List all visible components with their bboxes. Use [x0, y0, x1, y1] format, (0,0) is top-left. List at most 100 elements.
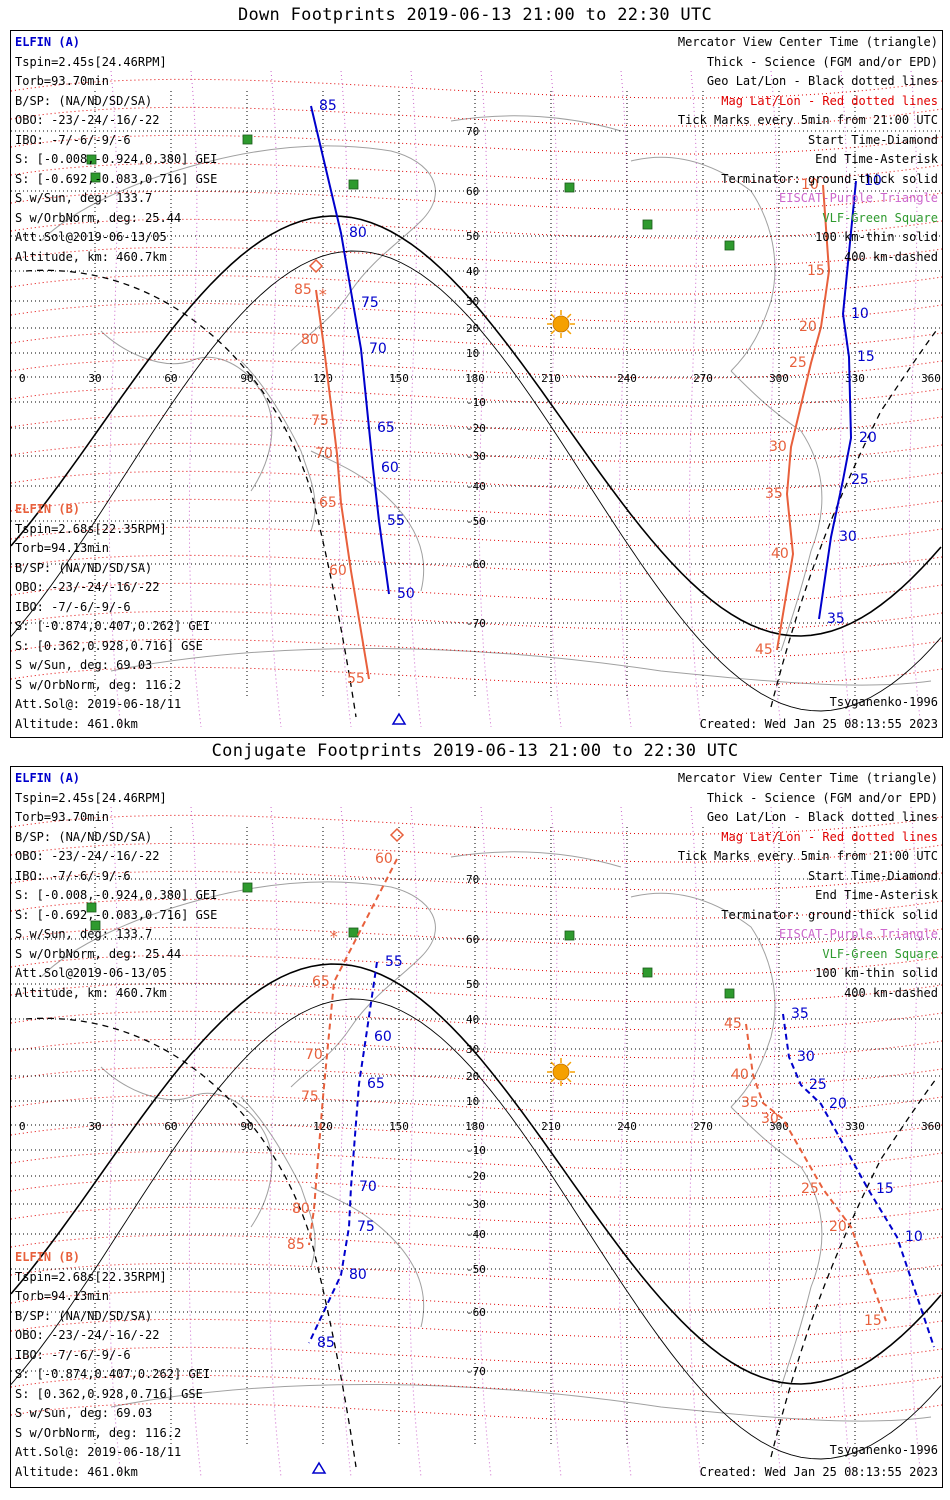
tick-label: 30 — [839, 529, 857, 545]
lon-tick-label: 240 — [617, 372, 637, 385]
elfin-a-track: 85 80 75 70 65 60 55 50 — [310, 98, 415, 602]
mag-lon-line — [688, 806, 702, 1478]
lat-tick-label: -40 — [466, 480, 486, 493]
lon-tick-label: 210 — [541, 372, 561, 385]
mag-lat-line — [11, 274, 942, 295]
coastline — [450, 115, 622, 132]
tick-label: 20 — [829, 1096, 847, 1112]
tick-label: 55 — [385, 954, 403, 970]
sat-b-line: Att.Sol@: 2019-06-18/11 — [15, 1445, 182, 1459]
lon-tick-label: 180 — [465, 1120, 485, 1133]
lon-tick-label: 30 — [88, 1120, 101, 1133]
lon-tick-label: 120 — [313, 372, 333, 385]
mag-lon-line — [618, 806, 632, 1478]
start-diamond-icon — [389, 827, 405, 843]
elfin-b-track-line — [315, 289, 370, 680]
tick-label: 45 — [724, 1016, 742, 1032]
center-triangle-icon — [391, 712, 407, 725]
tick-label: 70 — [359, 1179, 377, 1195]
tick-label: 85 — [294, 282, 312, 298]
lat-tick-label: 40 — [466, 1013, 479, 1026]
vlf-square-icon — [242, 134, 253, 145]
lon-tick-label: 0 — [19, 372, 26, 385]
lat-tick-label: -40 — [466, 1228, 486, 1241]
sat-a-line: Att.Sol@2019-06-13/05 — [15, 230, 167, 244]
legend: Mercator View Center Time (triangle) Thi… — [678, 769, 938, 1003]
lat-tick-label: 20 — [466, 322, 479, 335]
sat-a-line: OBO: -23/-24/-16/-22 — [15, 849, 160, 863]
sat-a-line: Tspin=2.45s[24.46RPM] — [15, 790, 167, 805]
mag-lon-line — [618, 70, 632, 728]
sat-a-line: Tspin=2.45s[24.46RPM] — [15, 54, 167, 69]
terminator-ground — [11, 963, 942, 1385]
tick-label: 25 — [789, 355, 807, 371]
sat-b-line: Att.Sol@: 2019-06-18/11 — [15, 697, 182, 711]
mag-lon-line — [838, 806, 852, 1478]
start-diamond-icon — [308, 258, 324, 274]
tick-label: 40 — [771, 546, 789, 562]
tick-label: 75 — [357, 1219, 375, 1235]
sat-b-line: S: [-0.874,0.407,0.262] GEI — [15, 1367, 211, 1381]
center-triangle-icon — [311, 1461, 327, 1474]
tick-label: 85 — [319, 98, 337, 114]
mag-lon-line — [548, 806, 562, 1478]
elfin-a-track-2-line — [782, 1013, 935, 1348]
lat-tick-label: -30 — [466, 1198, 486, 1211]
terminator — [11, 215, 942, 718]
vlf-square-icon — [348, 179, 359, 190]
tick-label: 35 — [741, 1095, 759, 1111]
created-label: Created: Wed Jan 25 08:13:55 2023 — [699, 1465, 938, 1479]
lat-tick-label: -70 — [466, 1365, 486, 1378]
elfin-b-track-2: 10 15 20 25 30 35 40 45 — [755, 177, 831, 658]
tick-label: 45 — [755, 642, 773, 658]
tick-label: 25 — [809, 1077, 827, 1093]
mag-lon-line — [478, 70, 492, 728]
sun-icon — [547, 1058, 575, 1086]
tick-label: 70 — [315, 446, 333, 462]
sat-b-line: S: [0.362,0.928,0.716] GSE — [15, 638, 203, 653]
sat-b-line: Torb=94.13min — [15, 1289, 109, 1303]
sun-icon — [547, 310, 575, 338]
vlf-square-icon — [348, 927, 359, 938]
vlf-square-icon — [564, 930, 575, 941]
legend-line: VLF-Green Square — [822, 946, 938, 961]
elfin-b-track-2-line — [745, 1023, 887, 1322]
terminator-400km-left — [25, 1017, 357, 1468]
lat-tick-label: 10 — [466, 347, 479, 360]
legend-line: 400 km-dashed — [844, 985, 938, 1000]
tick-label: 15 — [807, 263, 825, 279]
lon-tick-label: 360 — [921, 1120, 941, 1133]
elfin-b-track-line — [308, 858, 398, 1246]
terminator-100km — [11, 998, 942, 1460]
legend-line: Start Time-Diamond — [807, 132, 938, 147]
terminator-400km-right — [770, 330, 937, 708]
tick-label: 60 — [329, 563, 347, 579]
coastline — [240, 1096, 316, 1268]
map-panel-down: 0 30 60 90 120 150 180 210 240 270 300 330 360 70 60 50… — [10, 30, 943, 738]
elfin-b-track: 85 80 75 70 65 60 55 — [294, 282, 370, 687]
sat-b-line: Torb=94.13min — [15, 541, 109, 555]
elfin-a-track: 55 60 65 70 75 80 85 — [308, 954, 403, 1351]
legend-line: Terminator: ground-thick solid — [721, 907, 938, 922]
legend-line: Tick Marks every 5min from 21:00 UTC — [677, 849, 938, 863]
vlf-square-icon — [642, 219, 653, 230]
end-asterisk-icon: * — [318, 285, 328, 304]
coastline — [110, 648, 932, 686]
tick-label: 15 — [864, 1313, 882, 1329]
legend-line: Terminator: ground-thick solid — [721, 171, 938, 186]
tick-label: 55 — [347, 671, 365, 687]
sat-b-line: S w/OrbNorm, deg: 116.2 — [15, 677, 182, 692]
panel-title-conjugate: Conjugate Footprints 2019-06-13 21:00 to… — [211, 741, 739, 761]
tick-label: 35 — [791, 1006, 809, 1022]
model-label: Tsyganenko-1996 — [829, 695, 938, 709]
lon-tick-label: 240 — [617, 1120, 637, 1133]
mag-lon-line — [768, 70, 782, 728]
sat-a-line: IBO: -7/-6/-9/-6 — [15, 132, 131, 147]
vlf-square-icon — [86, 902, 97, 913]
lat-tick-label: -30 — [466, 450, 486, 463]
mag-lon-line — [548, 70, 562, 728]
legend-line: EISCAT-Purple Triangle — [779, 191, 938, 205]
sat-b-line: S: [0.362,0.928,0.716] GSE — [15, 1386, 203, 1401]
tick-label: 75 — [361, 295, 379, 311]
